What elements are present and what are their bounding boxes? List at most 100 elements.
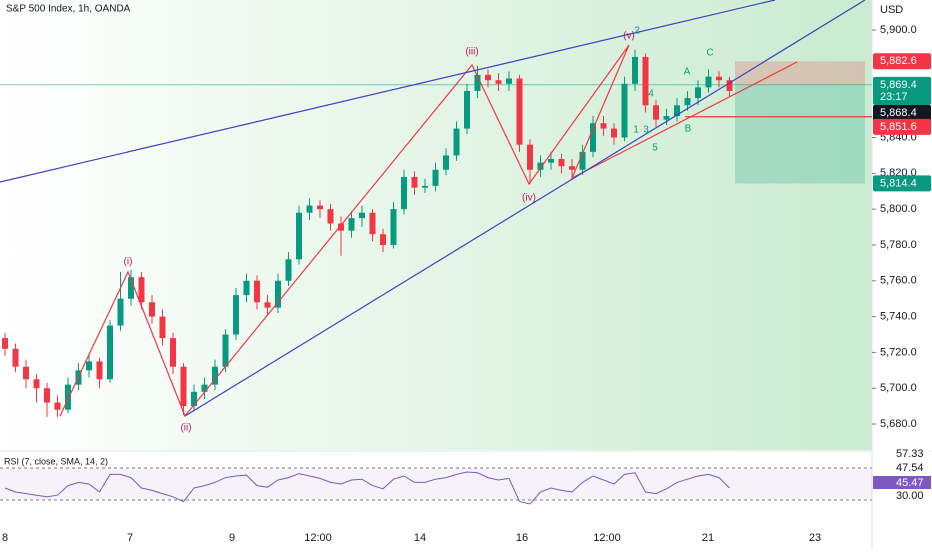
wave-label: (ii) [180, 423, 191, 434]
candle-body [285, 259, 292, 281]
candle-body [117, 298, 124, 326]
trend-line [184, 0, 866, 417]
wave-line [571, 44, 630, 179]
rsi-label: 47.54 [896, 462, 924, 474]
last-price-label-bg [873, 104, 931, 121]
candle-body [107, 325, 113, 380]
candle-body [432, 169, 439, 186]
rsi-label-bg [873, 461, 931, 475]
wave-label: 1 [633, 125, 639, 136]
candle-body [369, 212, 376, 235]
candle-body [338, 223, 344, 231]
candle-body [54, 402, 61, 410]
target-label: 5,814.4 [880, 177, 917, 189]
candle-body [548, 159, 554, 163]
wave-label: 2 [634, 26, 640, 37]
level-label: 5,851.6 [880, 121, 917, 133]
rsi-label: 45.47 [896, 477, 924, 489]
candle-body [474, 74, 481, 91]
rsi-band [0, 468, 872, 500]
annotations: (i) (ii) (iii) (iv) (v) 1 2 3 4 5 A B C [124, 26, 714, 434]
candle-body [86, 361, 92, 371]
candle-body [453, 128, 460, 156]
candle-body [12, 348, 19, 367]
candle-body [222, 334, 229, 367]
x-tick-label: 16 [516, 532, 528, 544]
wave-label: (iv) [522, 193, 536, 204]
wave-label: C [706, 48, 713, 59]
entry-label: 5,869.4 [880, 79, 917, 91]
rsi-label-bg [873, 476, 931, 490]
candle-body [632, 56, 638, 84]
candle-body [390, 209, 397, 245]
candle-body [180, 366, 187, 407]
candle-body [348, 218, 355, 231]
entry-bg [873, 76, 931, 105]
level-label-bg [873, 118, 931, 135]
candle-body [149, 302, 155, 317]
candle-body [264, 302, 271, 308]
wave-label: A [684, 67, 691, 78]
candle-body [495, 80, 502, 84]
candle-body [275, 280, 281, 308]
candle-body [537, 162, 544, 170]
target-zone [735, 84, 865, 184]
candle-body [642, 56, 649, 106]
candle-body [579, 151, 586, 170]
wave-lines [59, 44, 630, 418]
candle-body [359, 212, 365, 219]
wave-label: (i) [124, 257, 133, 268]
candle-body [33, 379, 40, 389]
candle-body [726, 80, 733, 91]
rsi-background [0, 452, 872, 522]
candle-body [128, 277, 134, 299]
rsi-label-bg [873, 489, 931, 503]
x-tick-label: 12:00 [304, 532, 332, 544]
wave-label: 5 [652, 143, 658, 154]
candle-body [611, 128, 617, 138]
candle-body [2, 338, 8, 349]
candle-body [23, 366, 29, 380]
y-tick-label: 5,900.0 [880, 24, 917, 36]
candle-body [422, 185, 428, 188]
candle-body [327, 209, 334, 224]
candle-body [558, 159, 565, 167]
last-price-label: 5,868.4 [880, 107, 917, 119]
y-tick-label: 5,700.0 [880, 382, 917, 394]
x-tick-label: 14 [414, 532, 426, 544]
candle-body [411, 176, 418, 188]
trend-line [0, 0, 776, 183]
candle-body [684, 98, 691, 106]
y-tick-label: 5,760.0 [880, 275, 917, 287]
candle-body [159, 316, 166, 339]
wave-label: B [685, 124, 692, 135]
candle-body [506, 78, 512, 84]
plot-background [0, 0, 872, 450]
x-tick-label: 9 [229, 532, 235, 544]
candle-body [621, 83, 628, 138]
currency: USD [880, 4, 903, 16]
candle-body [527, 144, 533, 170]
candle-body [191, 391, 197, 407]
candle-body [600, 123, 607, 129]
candle-body [44, 388, 50, 403]
rsi-label: 30.00 [896, 490, 924, 502]
candle-body [296, 212, 302, 260]
candle-body [653, 105, 659, 120]
candle-body [705, 76, 712, 88]
candle-body [254, 280, 260, 303]
candle-body [317, 205, 323, 210]
candle-body [516, 78, 523, 145]
wave-label: 4 [648, 89, 654, 100]
y-tick-label: 5,780.0 [880, 239, 917, 251]
drawings [0, 0, 866, 418]
candle-body [569, 166, 575, 170]
x-tick-label: 23 [809, 532, 821, 544]
x-tick-label: 12:00 [593, 532, 621, 544]
candle-body [716, 76, 722, 81]
wave-label: (v) [623, 31, 635, 42]
candle-body [138, 277, 145, 303]
x-tick-label: 21 [702, 532, 714, 544]
